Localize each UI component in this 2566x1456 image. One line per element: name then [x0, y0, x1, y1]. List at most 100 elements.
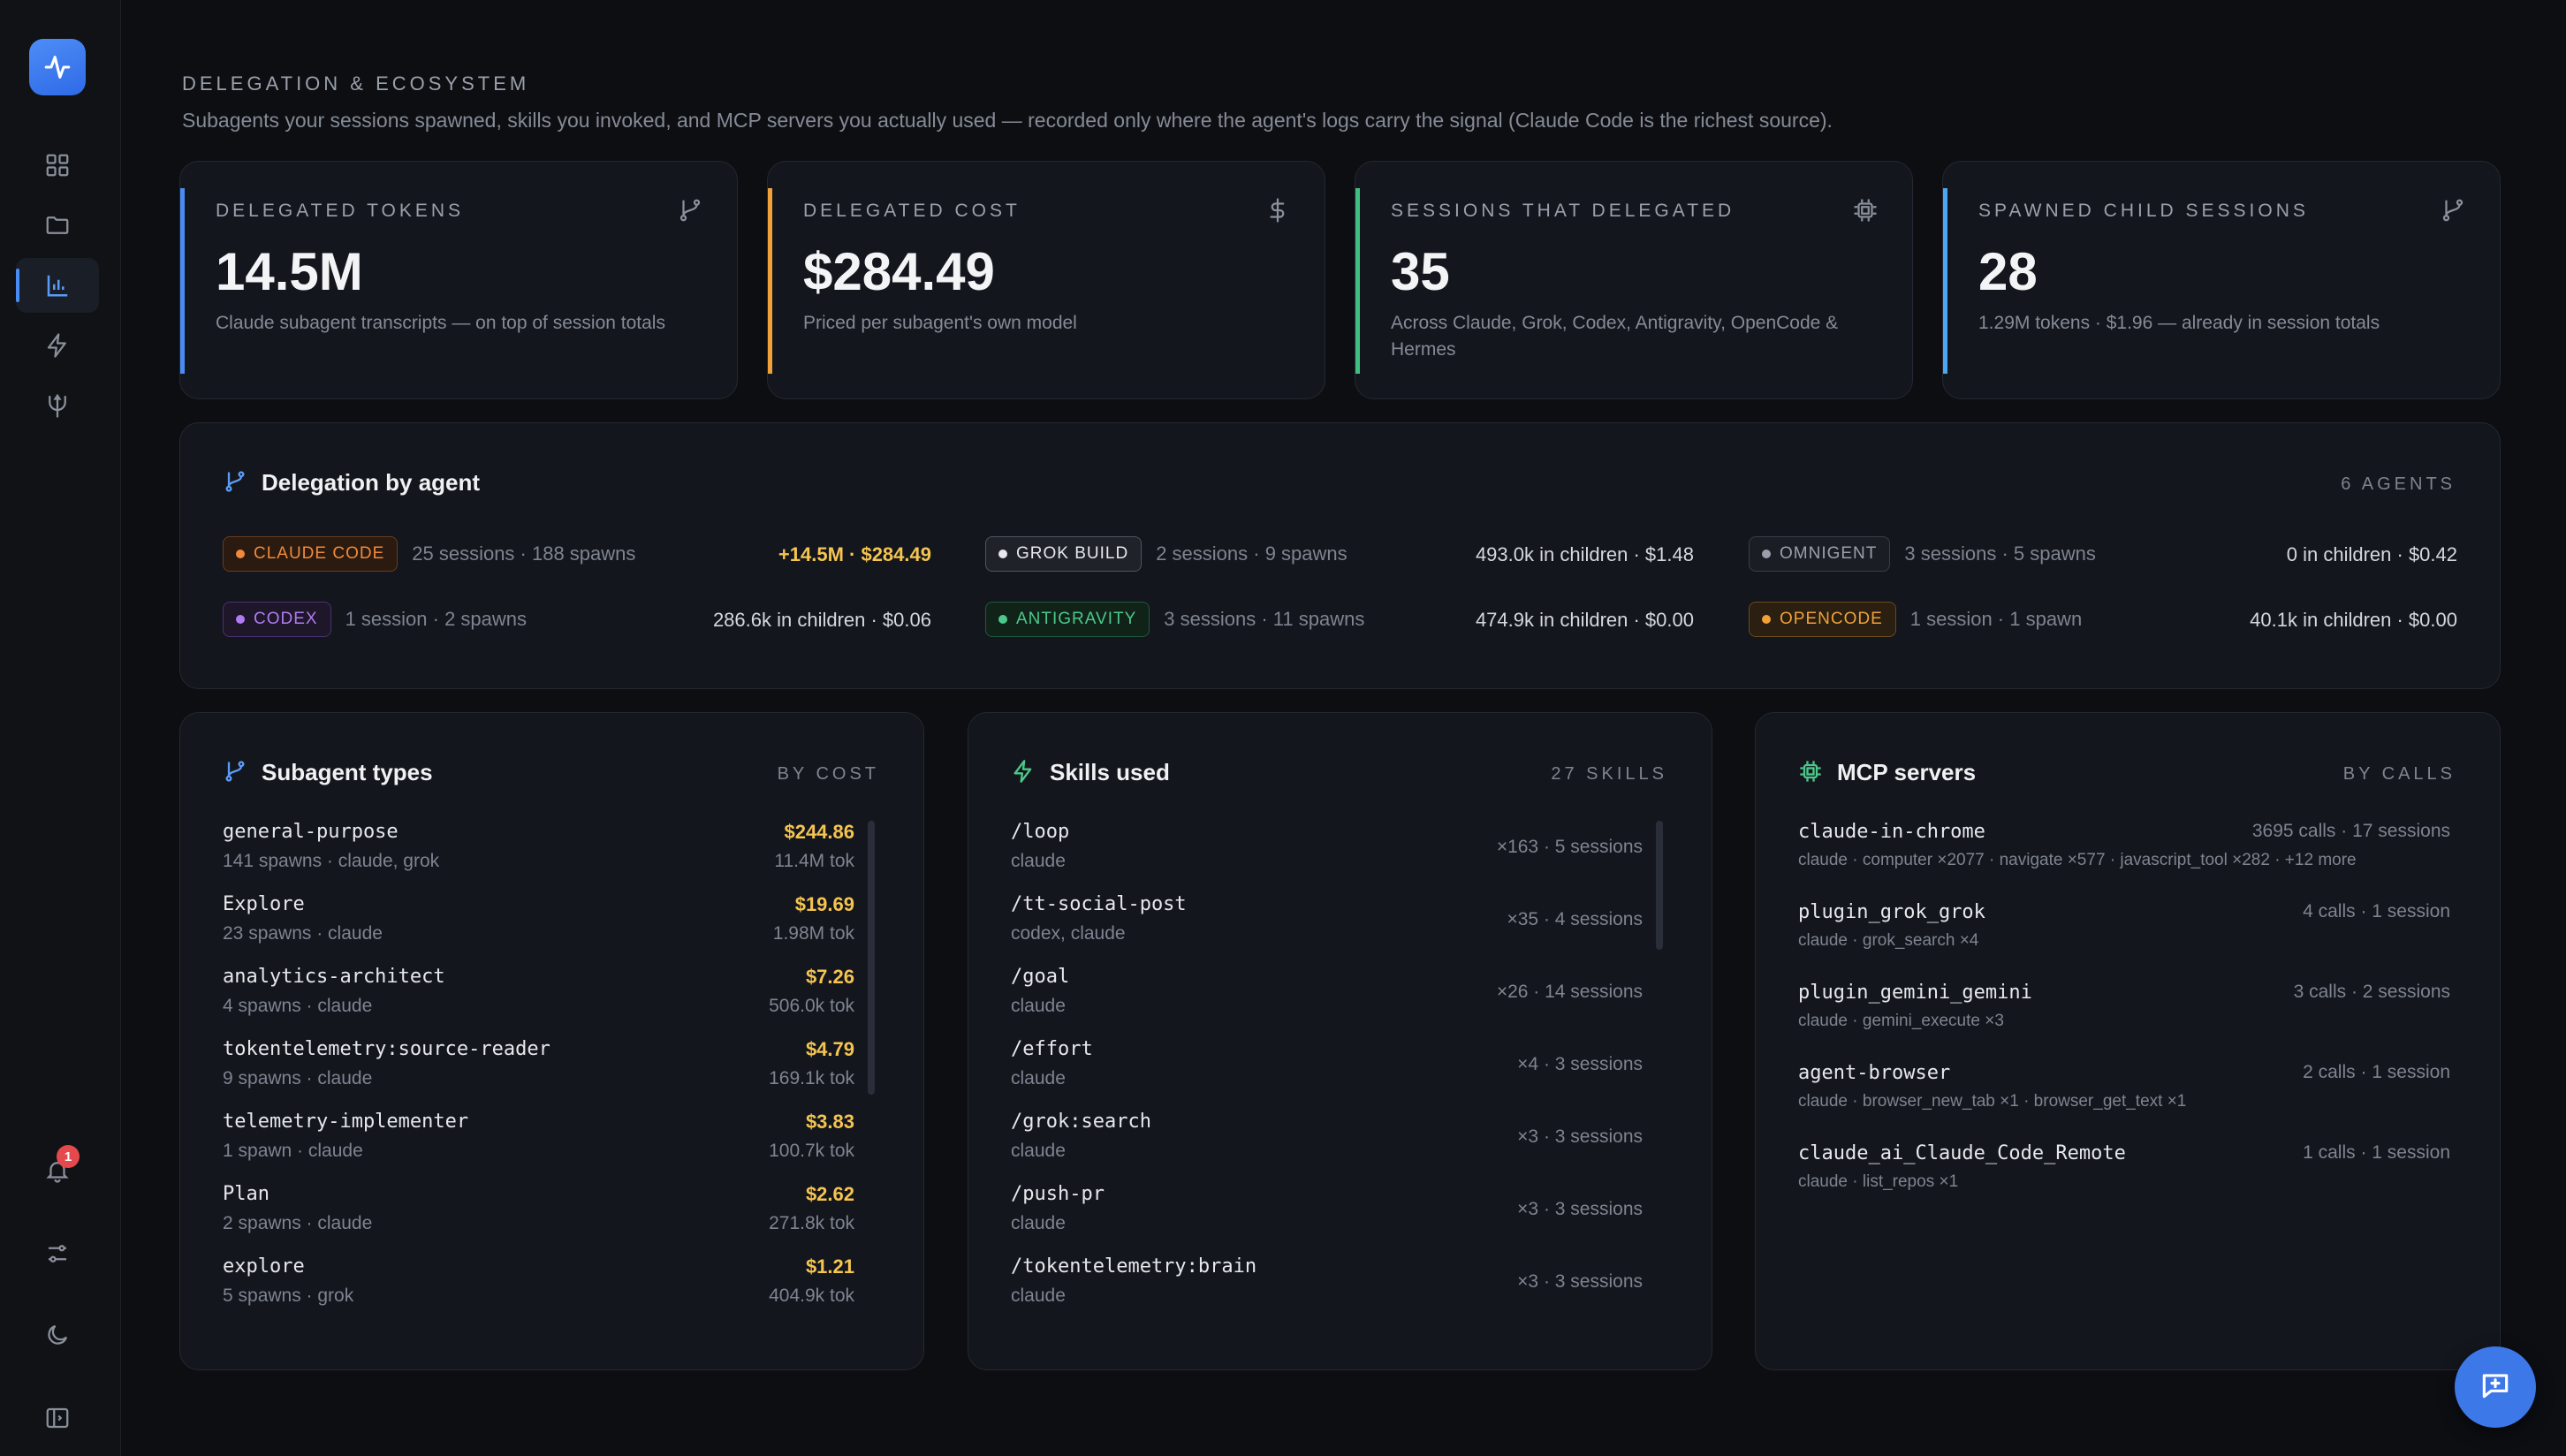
chip-icon: [1798, 759, 1823, 788]
agent-value: 286.6k in children · $0.06: [712, 609, 931, 631]
dashboard-icon[interactable]: [39, 147, 76, 184]
item-cost: $1.21: [805, 1255, 854, 1278]
item-stats: 4 calls · 1 session: [2303, 901, 2450, 921]
agent-value: 474.9k in children · $0.00: [1475, 609, 1694, 631]
kpi-value: 28: [1978, 242, 2038, 301]
item-name: telemetry-implementer: [223, 1111, 469, 1133]
item-name: Explore: [223, 893, 305, 915]
item-name: /goal: [1011, 966, 1070, 988]
skill-count: 27 SKILLS: [1551, 764, 1667, 784]
settings-sliders-icon[interactable]: [39, 1235, 76, 1272]
item-subtitle: claude: [1011, 851, 1066, 871]
sort-label[interactable]: BY COST: [777, 764, 879, 784]
agent-value: +14.5M · $284.49: [778, 543, 931, 565]
item-cost: $2.62: [805, 1183, 854, 1205]
item-subtitle: 2 spawns · claude: [223, 1213, 373, 1233]
item-subtitle: claude · gemini_execute ×3: [1798, 1012, 2004, 1030]
kpi-note: Claude subagent transcripts — on top of …: [216, 313, 665, 333]
item-stats: 3695 calls · 17 sessions: [2251, 821, 2450, 841]
item-subtitle: 141 spawns · claude, grok: [223, 851, 440, 871]
chat-plus-icon: [2479, 1369, 2512, 1407]
item-subtitle: claude · grok_search ×4: [1798, 931, 1979, 950]
sort-label[interactable]: BY CALLS: [2342, 764, 2456, 784]
agent-chip-label: OPENCODE: [1780, 610, 1883, 628]
agent-value: 493.0k in children · $1.48: [1475, 543, 1694, 565]
notification-badge: 1: [57, 1145, 80, 1168]
agent-meta: 3 sessions · 5 spawns: [1904, 542, 2096, 565]
item-subtitle: claude · list_repos ×1: [1798, 1172, 1959, 1191]
kpi-value: 35: [1391, 242, 1450, 301]
agent-meta: 25 sessions · 188 spawns: [412, 542, 636, 565]
kpi-value: $284.49: [803, 242, 995, 301]
item-subtitle: 23 spawns · claude: [223, 923, 383, 944]
agent-chip: CLAUDE CODE: [223, 536, 399, 572]
agent-chip: CODEX: [223, 602, 331, 637]
kpi-label: DELEGATED COST: [803, 201, 1021, 221]
item-subtitle: 1 spawn · claude: [223, 1141, 363, 1161]
item-subtitle: codex, claude: [1011, 923, 1126, 944]
agent-chip: OMNIGENT: [1749, 536, 1891, 572]
agent-count: 6 AGENTS: [2341, 474, 2456, 494]
agent-row[interactable]: OMNIGENT 3 sessions · 5 spawns: [1749, 536, 2096, 572]
agent-meta: 3 sessions · 11 spawns: [1164, 608, 1365, 630]
item-stats: ×3 · 3 sessions: [1517, 1126, 1643, 1147]
item-stats: ×163 · 5 sessions: [1496, 837, 1643, 857]
sidebar: 1: [0, 0, 121, 1456]
kpi-accent-bar: [1355, 188, 1360, 374]
agent-chip-label: CLAUDE CODE: [254, 544, 385, 563]
kpi-accent-bar: [180, 188, 185, 374]
panel-title: MCP servers: [1837, 759, 1977, 785]
branch-icon: [677, 197, 703, 228]
agent-chip: OPENCODE: [1749, 602, 1896, 637]
section-title: DELEGATION & ECOSYSTEM: [182, 72, 530, 95]
branch-icon: [223, 469, 247, 498]
kpi-accent-bar: [1943, 188, 1947, 374]
agent-row[interactable]: CLAUDE CODE 25 sessions · 188 spawns: [223, 536, 635, 572]
folder-icon[interactable]: [39, 207, 76, 244]
kpi-value: 14.5M: [216, 242, 363, 301]
item-subtitle: claude · computer ×2077 · navigate ×577 …: [1798, 851, 2357, 869]
sidebar-toggle-icon[interactable]: [39, 1399, 76, 1437]
item-name: general-purpose: [223, 821, 399, 843]
kpi-card-sessions-delegated: SESSIONS THAT DELEGATED 35 Across Claude…: [1355, 161, 1913, 399]
moon-icon[interactable]: [39, 1316, 76, 1354]
scrollbar[interactable]: [1656, 821, 1663, 950]
agent-meta: 2 sessions · 9 spawns: [1156, 542, 1348, 565]
kpi-accent-bar: [768, 188, 772, 374]
kpi-note: Priced per subagent's own model: [803, 313, 1077, 333]
trident-icon[interactable]: [39, 387, 76, 424]
agent-row[interactable]: OPENCODE 1 session · 1 spawn: [1749, 602, 2082, 637]
item-cost: $4.79: [805, 1038, 854, 1060]
item-subtitle: claude · browser_new_tab ×1 · browser_ge…: [1798, 1092, 2187, 1111]
item-stats: ×4 · 3 sessions: [1517, 1054, 1643, 1074]
branch-icon: [2440, 197, 2466, 228]
scrollbar[interactable]: [868, 821, 875, 1095]
item-stats: 2 calls · 1 session: [2303, 1062, 2450, 1082]
item-stats: ×3 · 3 sessions: [1517, 1199, 1643, 1219]
item-stats: 1 calls · 1 session: [2303, 1142, 2450, 1163]
kpi-note: 1.29M tokens · $1.96 — already in sessio…: [1978, 313, 2380, 333]
item-name: /grok:search: [1011, 1111, 1151, 1133]
item-subtitle: 5 spawns · grok: [223, 1285, 354, 1306]
app-logo[interactable]: [29, 39, 86, 95]
agent-row[interactable]: ANTIGRAVITY 3 sessions · 11 spawns: [985, 602, 1364, 637]
item-stats: ×35 · 4 sessions: [1507, 909, 1643, 929]
kpi-label: SESSIONS THAT DELEGATED: [1391, 201, 1735, 221]
item-name: analytics-architect: [223, 966, 445, 988]
kpi-label: SPAWNED CHILD SESSIONS: [1978, 201, 2309, 221]
chat-button[interactable]: [2455, 1346, 2536, 1428]
lightning-icon[interactable]: [39, 327, 76, 364]
analytics-icon[interactable]: [39, 267, 76, 304]
agent-row[interactable]: CODEX 1 session · 2 spawns: [223, 602, 527, 637]
panel-title: Skills used: [1050, 759, 1170, 785]
item-stats: ×3 · 3 sessions: [1517, 1271, 1643, 1292]
item-name: agent-browser: [1798, 1062, 1951, 1084]
panel-title: Delegation by agent: [262, 469, 481, 496]
lightning-icon: [1011, 759, 1036, 788]
agent-value: 40.1k in children · $0.00: [2250, 609, 2457, 631]
panel-title: Subagent types: [262, 759, 433, 785]
agent-chip-label: OMNIGENT: [1780, 544, 1878, 563]
agent-row[interactable]: GROK BUILD 2 sessions · 9 spawns: [985, 536, 1348, 572]
kpi-card-delegated-cost: DELEGATED COST $284.49 Priced per subage…: [767, 161, 1325, 399]
branch-icon: [223, 759, 247, 788]
